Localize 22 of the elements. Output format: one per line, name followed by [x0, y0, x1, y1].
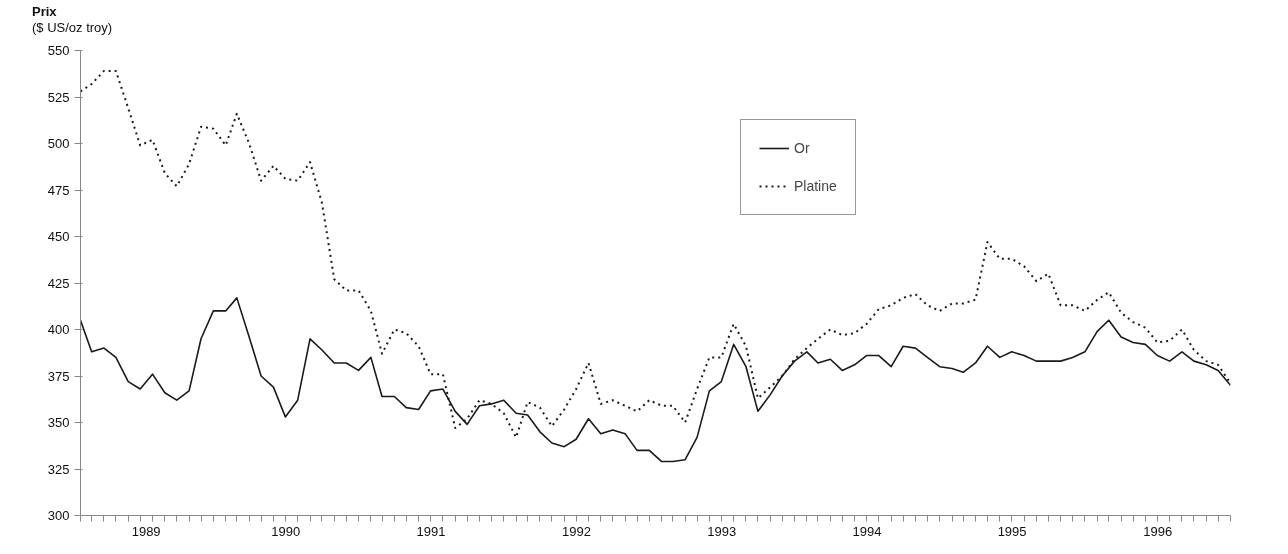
y-tick-label: 450	[47, 229, 70, 244]
legend-label: Platine	[794, 178, 837, 194]
x-tick-label: 1989	[131, 523, 161, 539]
y-tick-label: 375	[47, 368, 70, 384]
y-tick-label: 300	[47, 508, 70, 523]
y-tick-label: 325	[47, 461, 70, 477]
x-tick-label: 1996	[1143, 523, 1173, 539]
x-tick-label: 1995	[997, 523, 1027, 539]
y-tick-label: 525	[47, 89, 70, 105]
y-tick-label: 400	[47, 322, 70, 337]
x-tick-label: 1990	[271, 523, 301, 539]
y-tick-label: 475	[47, 182, 70, 198]
x-tick-label: 1994	[852, 523, 882, 539]
x-tick-label: 1991	[416, 523, 446, 539]
x-tick-label: 1993	[707, 523, 737, 539]
y-axis-title: Prix ($ US/oz troy)	[32, 4, 113, 36]
legend-label: Or	[794, 140, 811, 156]
y-tick-label: 350	[47, 415, 70, 430]
y-tick-label: 425	[47, 275, 70, 291]
y-tick-label: 550	[47, 43, 70, 58]
y-tick-label: 500	[47, 136, 70, 151]
x-tick-label: 1992	[562, 523, 591, 539]
